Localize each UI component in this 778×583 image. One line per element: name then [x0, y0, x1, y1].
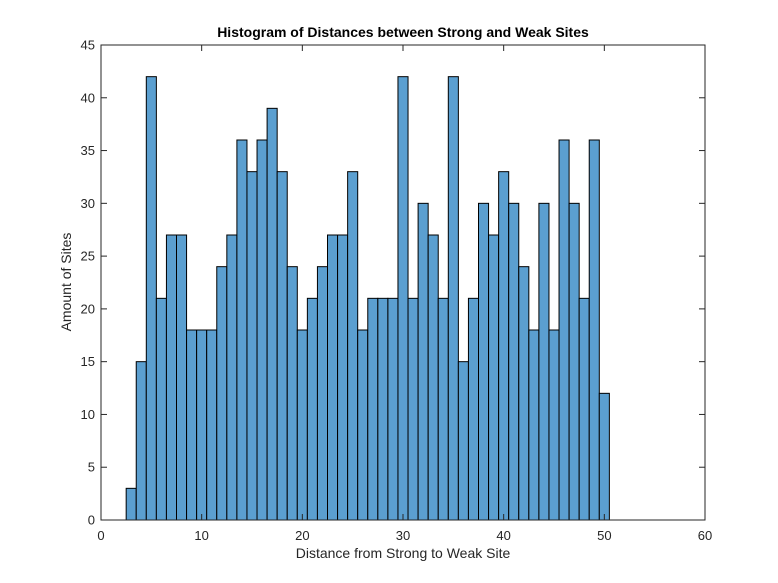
- histogram-bar: [165, 234, 178, 521]
- histogram-bar: [196, 329, 208, 521]
- histogram-bar: [176, 234, 188, 521]
- histogram-bar: [397, 76, 409, 521]
- y-tick-label: 45: [81, 38, 95, 53]
- x-axis-label: Distance from Strong to Weak Site: [296, 545, 511, 561]
- histogram-bar: [186, 329, 198, 521]
- histogram-bar: [286, 266, 298, 521]
- y-tick-label: 15: [81, 354, 95, 369]
- histogram-bar: [588, 139, 600, 521]
- y-tick-label: 10: [81, 407, 95, 422]
- histogram-bar: [387, 297, 399, 521]
- x-axis-ticks: 0 10 20 30 40 50 60: [97, 45, 712, 543]
- histogram-bar: [135, 361, 147, 521]
- x-tick-label: 60: [698, 528, 712, 543]
- histogram-bar: [467, 297, 479, 521]
- y-tick-label: 40: [81, 90, 95, 105]
- histogram-bar: [206, 329, 218, 521]
- histogram-bar: [568, 202, 580, 521]
- histogram-bar: [598, 392, 610, 521]
- y-tick-label: 25: [81, 249, 95, 264]
- histogram-bar: [427, 234, 439, 521]
- y-axis-label: Amount of Sites: [58, 233, 74, 332]
- y-axis-ticks: 0 5 10 15 20 25 30 35 40 45: [81, 38, 705, 528]
- x-tick-label: 50: [597, 528, 611, 543]
- histogram-bar: [447, 76, 459, 521]
- x-tick-label: 10: [194, 528, 208, 543]
- histogram-bar: [256, 139, 268, 521]
- histogram-bar: [488, 234, 500, 521]
- y-tick-label: 20: [81, 301, 95, 316]
- histogram-bar: [226, 234, 238, 521]
- histogram-bar: [246, 171, 258, 521]
- x-tick-label: 20: [295, 528, 309, 543]
- histogram-bar: [548, 329, 560, 521]
- histogram-bar: [347, 171, 359, 521]
- histogram-bar: [498, 171, 510, 521]
- histogram-bar: [407, 297, 419, 521]
- y-tick-label: 5: [88, 460, 95, 475]
- histogram-bar: [478, 202, 490, 521]
- y-tick-label: 30: [81, 196, 95, 211]
- histogram-bar: [316, 266, 328, 521]
- histogram-bar: [528, 329, 540, 521]
- x-tick-label: 40: [496, 528, 510, 543]
- histogram-bar: [518, 266, 530, 521]
- y-tick-label: 0: [88, 513, 95, 528]
- histogram-bar: [306, 297, 318, 521]
- histogram-bar: [357, 329, 369, 521]
- histogram-bar: [337, 234, 349, 521]
- histogram-bar: [538, 202, 550, 521]
- histogram-bar: [457, 361, 469, 521]
- histogram-bar: [437, 297, 449, 521]
- histogram-bar: [508, 202, 520, 521]
- y-tick-label: 35: [81, 143, 95, 158]
- histogram-bar: [558, 139, 570, 521]
- histogram-bar: [266, 107, 278, 521]
- x-tick-label: 0: [97, 528, 104, 543]
- histogram-bar: [276, 171, 288, 521]
- histogram-bar: [367, 297, 379, 521]
- histogram-bar: [417, 202, 429, 521]
- histogram-bar: [377, 297, 389, 521]
- x-tick-label: 30: [396, 528, 410, 543]
- histogram-bar: [216, 266, 228, 521]
- histogram-bar: [296, 329, 308, 521]
- histogram-bar: [327, 234, 339, 521]
- histogram-bar: [155, 297, 167, 521]
- chart-title: Histogram of Distances between Strong an…: [217, 24, 589, 40]
- histogram-bar: [578, 297, 590, 521]
- histogram-bar: [145, 76, 157, 521]
- histogram-bar: [236, 139, 248, 521]
- histogram-bar: [125, 487, 137, 521]
